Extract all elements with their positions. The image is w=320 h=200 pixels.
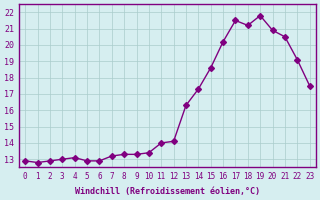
X-axis label: Windchill (Refroidissement éolien,°C): Windchill (Refroidissement éolien,°C) [75,187,260,196]
